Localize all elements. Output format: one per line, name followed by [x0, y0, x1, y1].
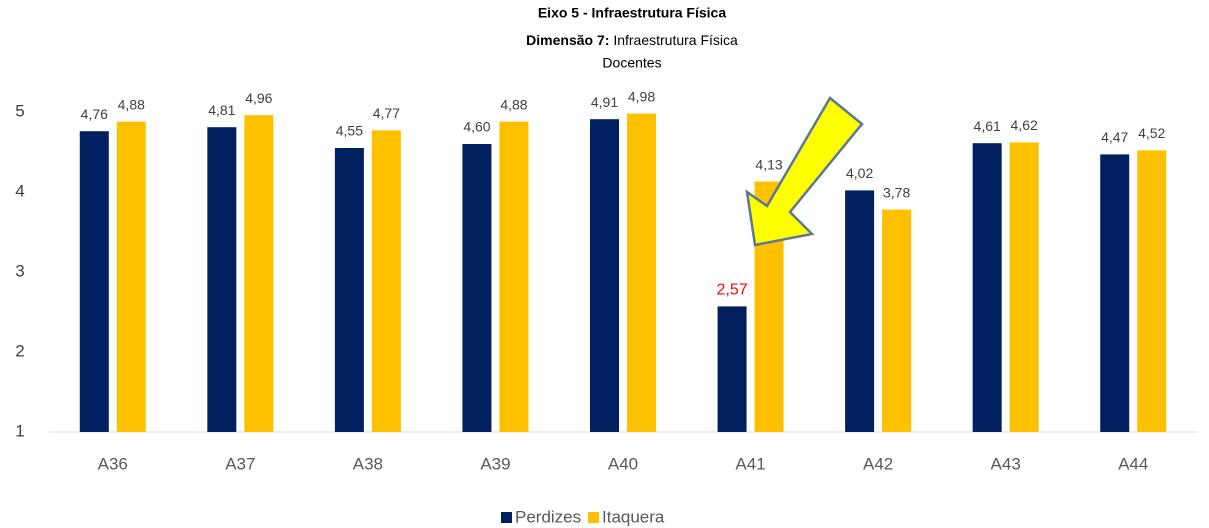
arrow	[745, 96, 864, 247]
y-tick-label: 1	[15, 421, 24, 440]
legend-label: Perdizes	[515, 507, 581, 526]
bar	[590, 119, 619, 432]
bar	[499, 121, 529, 432]
bar	[79, 131, 109, 432]
bar	[845, 190, 875, 432]
x-tick-label: A38	[353, 454, 383, 473]
value-label: 4,81	[208, 102, 235, 118]
value-label: 4,62	[1011, 117, 1038, 133]
x-tick-label: A43	[991, 454, 1021, 473]
bar	[1137, 150, 1167, 432]
value-label: 4,88	[118, 96, 145, 112]
x-tick-label: A36	[98, 454, 128, 473]
x-tick-label: A41	[735, 454, 765, 473]
y-tick-label: 3	[15, 261, 24, 280]
bar	[462, 144, 492, 432]
value-label: 4,91	[591, 94, 618, 110]
legend-swatch	[501, 512, 512, 523]
subtitle-label: Dimensão 7:	[526, 32, 609, 48]
bar	[627, 113, 656, 432]
value-label: 4,61	[974, 118, 1001, 134]
value-label: 2,57	[716, 282, 747, 299]
bar	[717, 306, 747, 432]
value-label: 4,02	[846, 165, 873, 181]
value-label: 4,98	[628, 88, 655, 104]
y-tick-label: 5	[15, 101, 24, 120]
bar	[371, 130, 401, 432]
value-label: 4,96	[245, 90, 272, 106]
x-tick-label: A37	[225, 454, 255, 473]
plot: 1 2 3 4 5 A36 4,76 4,88 A37 4,81 4,96 A38 4,55 4,77 A3…	[15, 88, 1197, 473]
value-label: 3,78	[883, 184, 910, 200]
value-label: 4,13	[755, 156, 782, 172]
value-label: 4,76	[81, 106, 108, 122]
x-tick-label: A44	[1118, 454, 1148, 473]
bar	[1100, 154, 1130, 432]
bar	[334, 148, 364, 432]
bar	[882, 209, 912, 432]
x-tick-label: A42	[863, 454, 893, 473]
subtitle-text: Infraestrutura Física	[613, 32, 738, 48]
value-label: 4,88	[500, 96, 527, 112]
x-tick-label: A40	[608, 454, 638, 473]
chart-subtitle: Docentes	[602, 55, 661, 71]
value-label: 4,55	[336, 123, 363, 139]
x-tick-label: A39	[480, 454, 510, 473]
bar	[244, 115, 274, 432]
y-tick-label: 2	[15, 341, 24, 360]
chart-title: Eixo 5 - Infraestrutura Física	[538, 5, 726, 21]
bar	[1009, 142, 1039, 432]
bar	[116, 121, 146, 432]
value-label: 4,52	[1138, 125, 1165, 141]
y-tick-label: 4	[15, 181, 24, 200]
legend-swatch	[588, 512, 599, 523]
value-label: 4,60	[463, 119, 490, 135]
value-label: 4,47	[1101, 129, 1128, 145]
legend-label: Itaquera	[602, 507, 665, 526]
value-label: 4,77	[373, 105, 400, 121]
bar	[972, 143, 1002, 432]
bar	[207, 127, 237, 432]
chart-subtitle: Dimensão 7: Infraestrutura Física	[526, 32, 738, 48]
